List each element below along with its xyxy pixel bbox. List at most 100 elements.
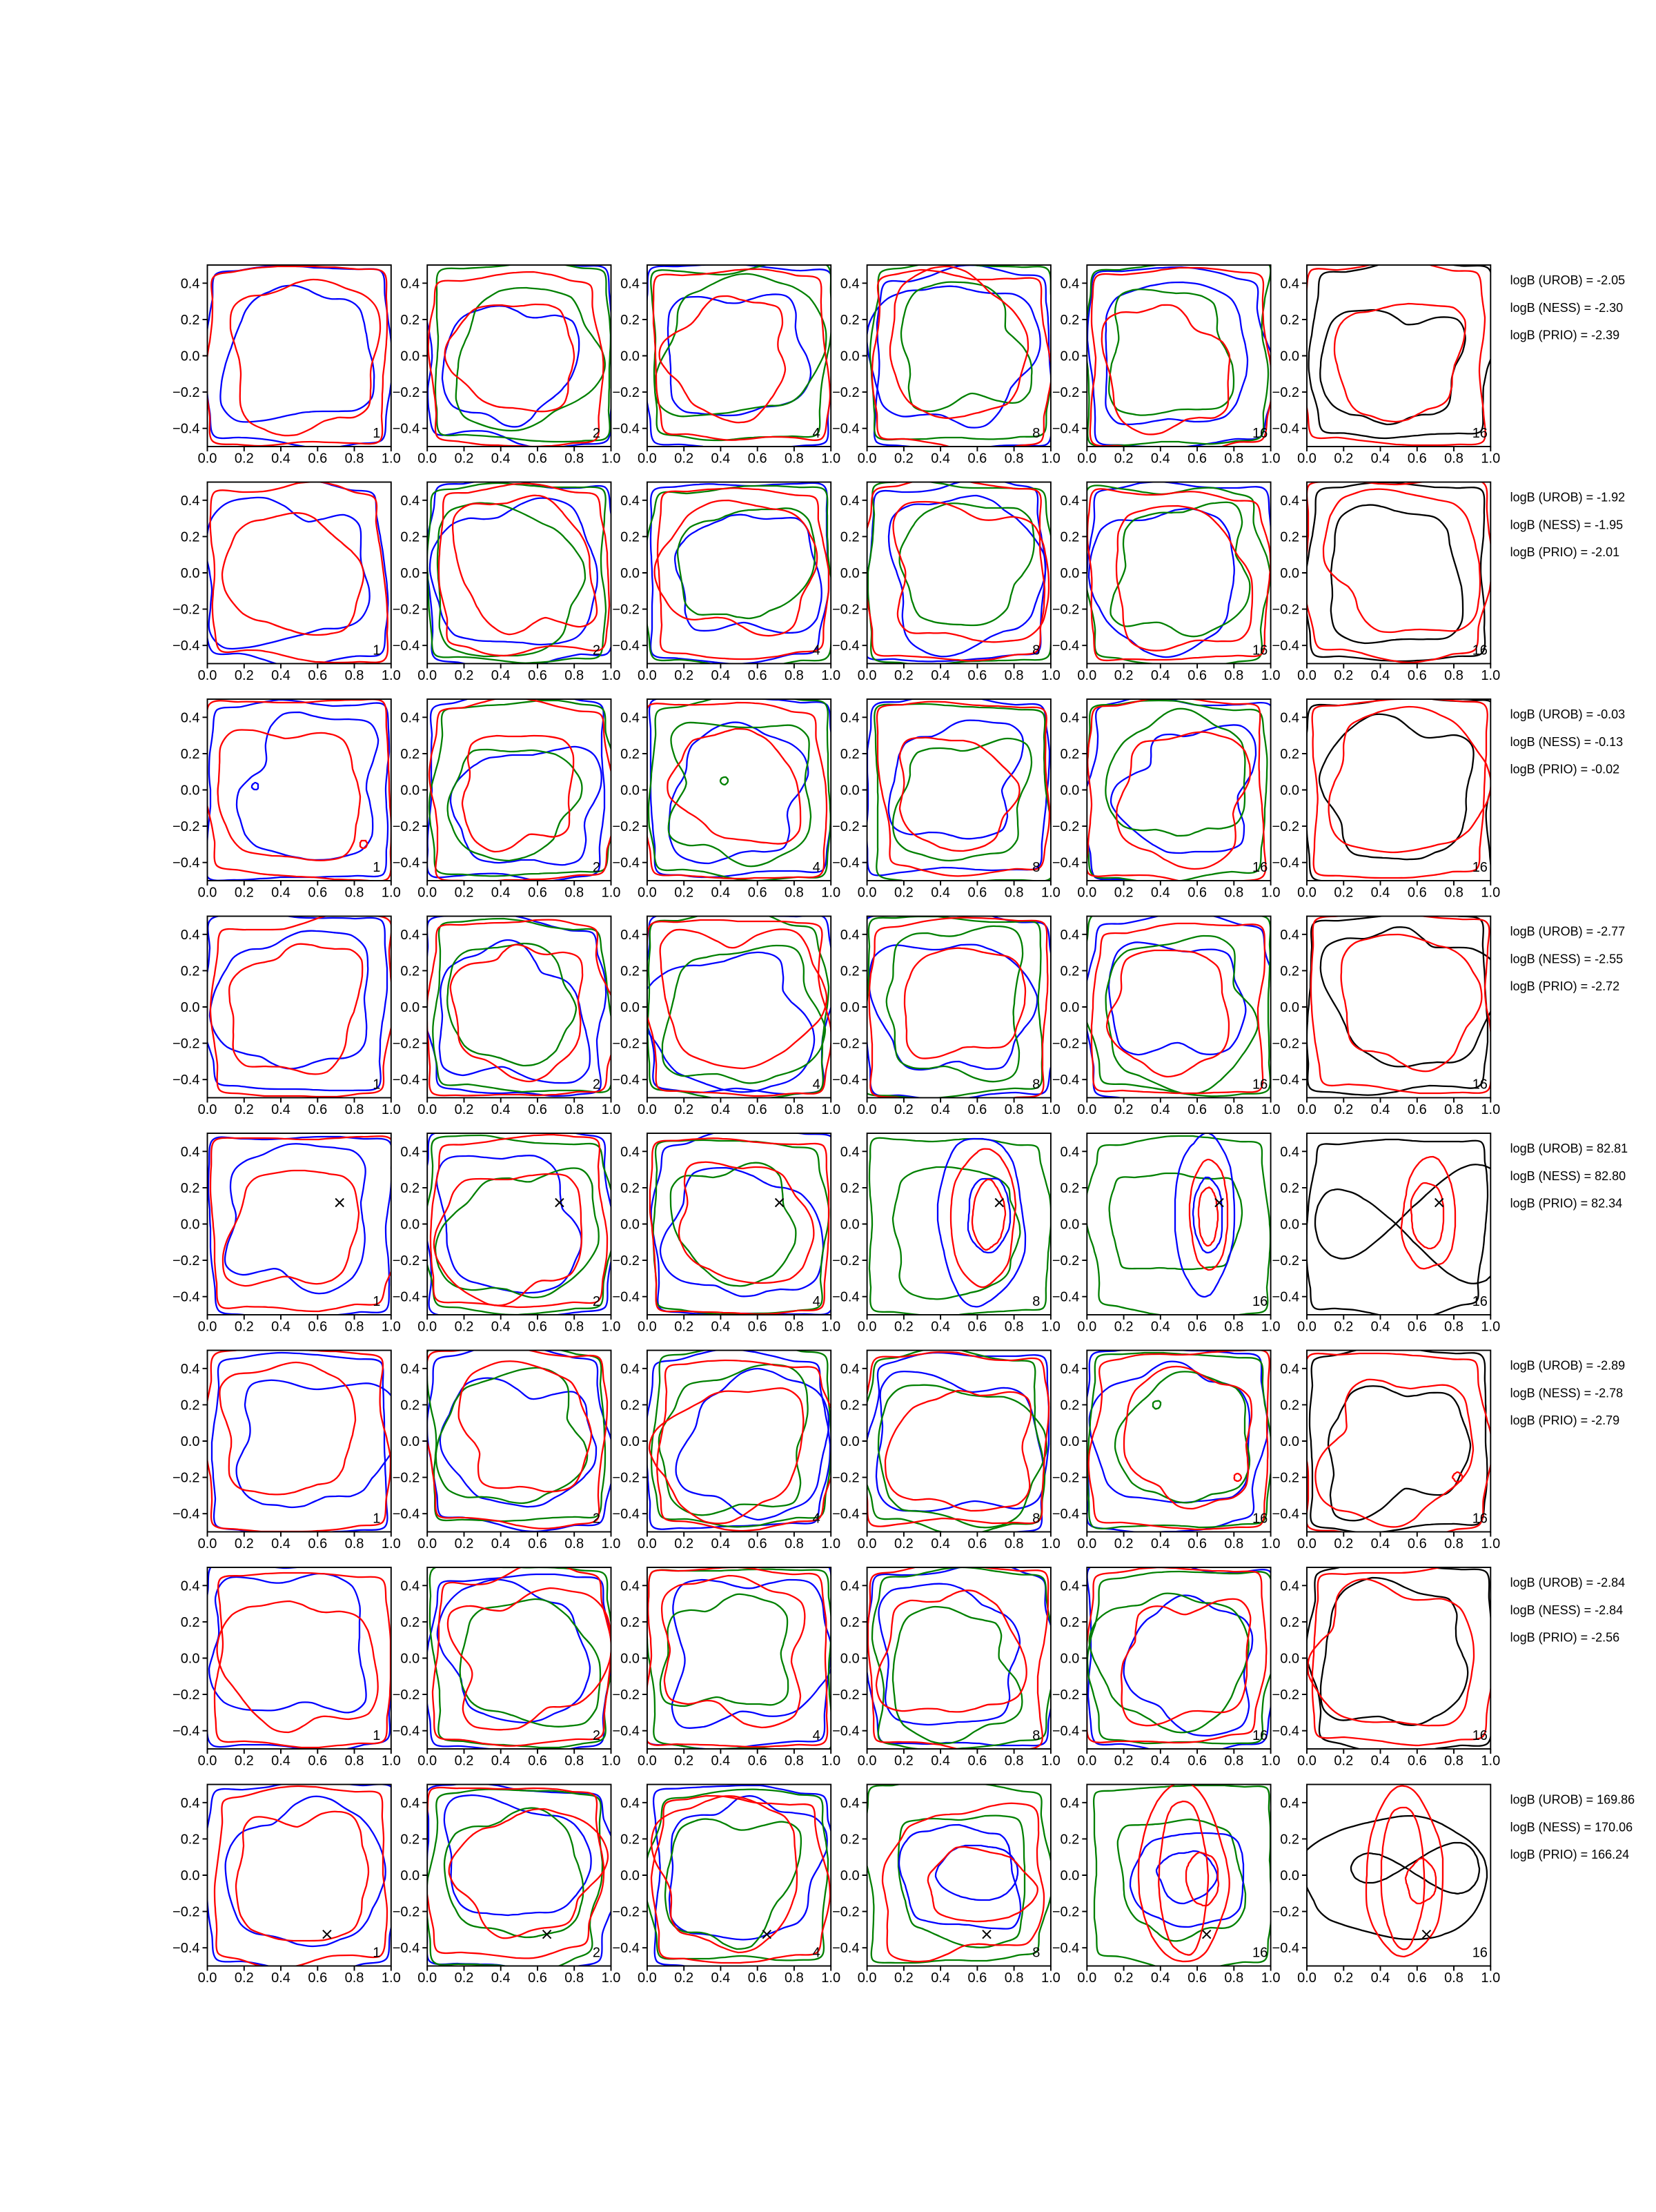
svg-text:0.6: 0.6 xyxy=(528,1970,547,1986)
svg-text:1.0: 1.0 xyxy=(1041,1970,1061,1986)
svg-text:0.6: 0.6 xyxy=(308,451,327,467)
svg-text:0.2: 0.2 xyxy=(1114,1102,1134,1117)
svg-text:0.2: 0.2 xyxy=(674,1970,693,1986)
svg-text:−0.4: −0.4 xyxy=(832,1290,859,1305)
svg-text:0.0: 0.0 xyxy=(181,1000,200,1015)
svg-text:−0.4: −0.4 xyxy=(393,422,420,437)
svg-text:−0.2: −0.2 xyxy=(1272,819,1299,834)
svg-text:−0.4: −0.4 xyxy=(1052,1290,1079,1305)
svg-text:0.2: 0.2 xyxy=(1060,963,1079,979)
svg-text:−0.2: −0.2 xyxy=(832,1905,859,1920)
svg-text:logB (PRIO) = -2.79: logB (PRIO) = -2.79 xyxy=(1510,1413,1620,1427)
svg-text:0.0: 0.0 xyxy=(858,1754,877,1769)
svg-text:−0.2: −0.2 xyxy=(172,1253,199,1269)
svg-text:0.2: 0.2 xyxy=(620,1832,640,1847)
svg-text:0.8: 0.8 xyxy=(564,885,584,901)
svg-text:4: 4 xyxy=(813,1294,820,1309)
svg-text:0.2: 0.2 xyxy=(455,1754,474,1769)
svg-text:1.0: 1.0 xyxy=(1261,1754,1281,1769)
svg-text:0.2: 0.2 xyxy=(400,1832,420,1847)
svg-text:logB (UROB) = -0.03: logB (UROB) = -0.03 xyxy=(1510,707,1626,721)
svg-text:0.0: 0.0 xyxy=(198,1102,217,1117)
svg-text:0.6: 0.6 xyxy=(748,1102,767,1117)
svg-text:−0.2: −0.2 xyxy=(1052,1905,1079,1920)
svg-text:−0.4: −0.4 xyxy=(393,1724,420,1739)
svg-text:0.2: 0.2 xyxy=(674,668,693,683)
svg-text:0.0: 0.0 xyxy=(1060,1434,1079,1449)
svg-text:0.2: 0.2 xyxy=(181,1832,200,1847)
svg-text:0.0: 0.0 xyxy=(1297,1536,1317,1552)
svg-text:0.4: 0.4 xyxy=(1280,493,1299,509)
svg-text:16: 16 xyxy=(1252,1728,1268,1743)
svg-text:0.0: 0.0 xyxy=(858,1102,877,1117)
svg-text:0.8: 0.8 xyxy=(1005,451,1024,467)
svg-text:0.0: 0.0 xyxy=(1077,1320,1096,1335)
svg-text:0.0: 0.0 xyxy=(1077,1102,1096,1117)
svg-text:0.4: 0.4 xyxy=(271,668,290,683)
svg-text:0.8: 0.8 xyxy=(785,1754,804,1769)
svg-text:−0.4: −0.4 xyxy=(1272,1724,1299,1739)
svg-text:0.8: 0.8 xyxy=(1224,885,1243,901)
svg-text:0.4: 0.4 xyxy=(711,1536,730,1552)
svg-text:0.0: 0.0 xyxy=(620,1000,640,1015)
svg-text:0.0: 0.0 xyxy=(1077,451,1096,467)
svg-text:0.4: 0.4 xyxy=(400,1144,420,1159)
svg-text:8: 8 xyxy=(1032,1728,1040,1743)
svg-text:logB (UROB) = -2.89: logB (UROB) = -2.89 xyxy=(1510,1359,1626,1373)
svg-text:0.4: 0.4 xyxy=(491,1754,511,1769)
svg-text:0.0: 0.0 xyxy=(638,1320,657,1335)
svg-text:0.2: 0.2 xyxy=(1114,1536,1134,1552)
svg-text:0.6: 0.6 xyxy=(748,1320,767,1335)
svg-text:0.0: 0.0 xyxy=(181,1434,200,1449)
svg-text:logB (NESS) = -2.30: logB (NESS) = -2.30 xyxy=(1510,301,1624,315)
svg-text:0.6: 0.6 xyxy=(308,1102,327,1117)
svg-text:−0.4: −0.4 xyxy=(172,422,199,437)
svg-text:−0.4: −0.4 xyxy=(172,1507,199,1522)
svg-text:0.4: 0.4 xyxy=(840,1796,860,1811)
svg-text:0.4: 0.4 xyxy=(620,1796,640,1811)
svg-text:0.0: 0.0 xyxy=(1280,349,1299,364)
svg-text:4: 4 xyxy=(813,860,820,875)
svg-text:logB (UROB) = 82.81: logB (UROB) = 82.81 xyxy=(1510,1142,1628,1155)
svg-text:1.0: 1.0 xyxy=(602,1102,621,1117)
svg-text:0.0: 0.0 xyxy=(417,1754,437,1769)
svg-text:0.2: 0.2 xyxy=(455,1102,474,1117)
svg-text:0.8: 0.8 xyxy=(1224,1320,1243,1335)
svg-text:0.4: 0.4 xyxy=(181,928,200,943)
svg-text:0.4: 0.4 xyxy=(491,668,511,683)
svg-text:0.4: 0.4 xyxy=(620,493,640,509)
svg-text:0.0: 0.0 xyxy=(198,668,217,683)
svg-text:0.0: 0.0 xyxy=(858,1536,877,1552)
svg-text:0.2: 0.2 xyxy=(455,451,474,467)
svg-text:0.4: 0.4 xyxy=(1060,1578,1079,1594)
svg-text:logB (UROB) = -1.92: logB (UROB) = -1.92 xyxy=(1510,491,1626,505)
svg-text:0.8: 0.8 xyxy=(564,1970,584,1986)
svg-text:logB (NESS) = 82.80: logB (NESS) = 82.80 xyxy=(1510,1169,1626,1183)
svg-text:0.2: 0.2 xyxy=(1060,1398,1079,1413)
svg-text:−0.4: −0.4 xyxy=(1272,638,1299,654)
svg-text:0.2: 0.2 xyxy=(840,529,860,545)
svg-text:0.2: 0.2 xyxy=(620,963,640,979)
svg-text:0.0: 0.0 xyxy=(620,1868,640,1883)
svg-text:−0.2: −0.2 xyxy=(393,1687,420,1703)
svg-text:0.2: 0.2 xyxy=(181,1615,200,1630)
svg-text:0.2: 0.2 xyxy=(1280,1181,1299,1196)
svg-text:0.8: 0.8 xyxy=(564,668,584,683)
svg-text:0.2: 0.2 xyxy=(840,1181,860,1196)
svg-text:0.6: 0.6 xyxy=(748,1970,767,1986)
svg-text:0.4: 0.4 xyxy=(1371,885,1390,901)
svg-text:0.4: 0.4 xyxy=(711,1970,730,1986)
svg-text:1.0: 1.0 xyxy=(821,885,840,901)
svg-text:1.0: 1.0 xyxy=(1261,1536,1281,1552)
svg-text:0.4: 0.4 xyxy=(1060,1362,1079,1377)
svg-text:0.0: 0.0 xyxy=(1297,1320,1317,1335)
svg-text:−0.4: −0.4 xyxy=(172,1290,199,1305)
svg-text:1.0: 1.0 xyxy=(1481,1102,1500,1117)
svg-text:−0.4: −0.4 xyxy=(1272,1941,1299,1956)
svg-text:0.0: 0.0 xyxy=(1077,885,1096,901)
svg-text:1.0: 1.0 xyxy=(1261,668,1281,683)
svg-text:−0.4: −0.4 xyxy=(172,1724,199,1739)
svg-text:0.0: 0.0 xyxy=(417,1970,437,1986)
svg-text:2: 2 xyxy=(593,1511,600,1527)
svg-text:−0.2: −0.2 xyxy=(1272,1037,1299,1052)
